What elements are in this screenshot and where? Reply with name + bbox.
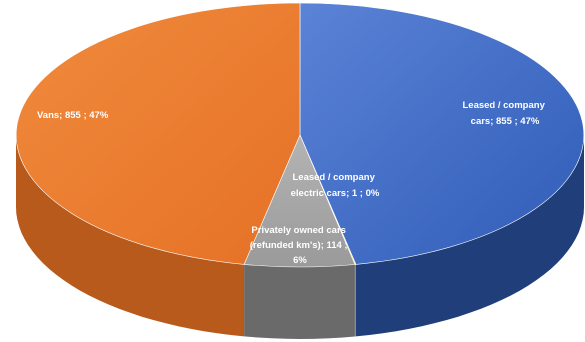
pie-sides xyxy=(16,135,584,339)
slice-label-private-cars: Privately owned cars (refunded km's); 11… xyxy=(250,225,350,266)
pie-side-leased-company-cars xyxy=(355,135,584,337)
slice-label-vans: Vans; 855 ; 47% xyxy=(37,110,109,121)
pie-tops xyxy=(15,2,585,268)
slice-label-leased-cars: Leased / company cars; 855 ; 47% xyxy=(462,100,547,127)
pie-side-vans xyxy=(16,135,245,337)
pie-labels: Leased / company cars; 855 ; 47% Leased … xyxy=(37,100,547,266)
slice-label-electric-cars: Leased / company electric cars; 1 ; 0% xyxy=(291,172,380,199)
pie-side-privately-owned-cars-refunded-km-s xyxy=(244,264,355,339)
pie-side-leased-company-electric-cars xyxy=(354,264,356,337)
pie-slice-vans xyxy=(15,2,301,265)
pie-slice-leased-company-cars xyxy=(299,2,585,265)
